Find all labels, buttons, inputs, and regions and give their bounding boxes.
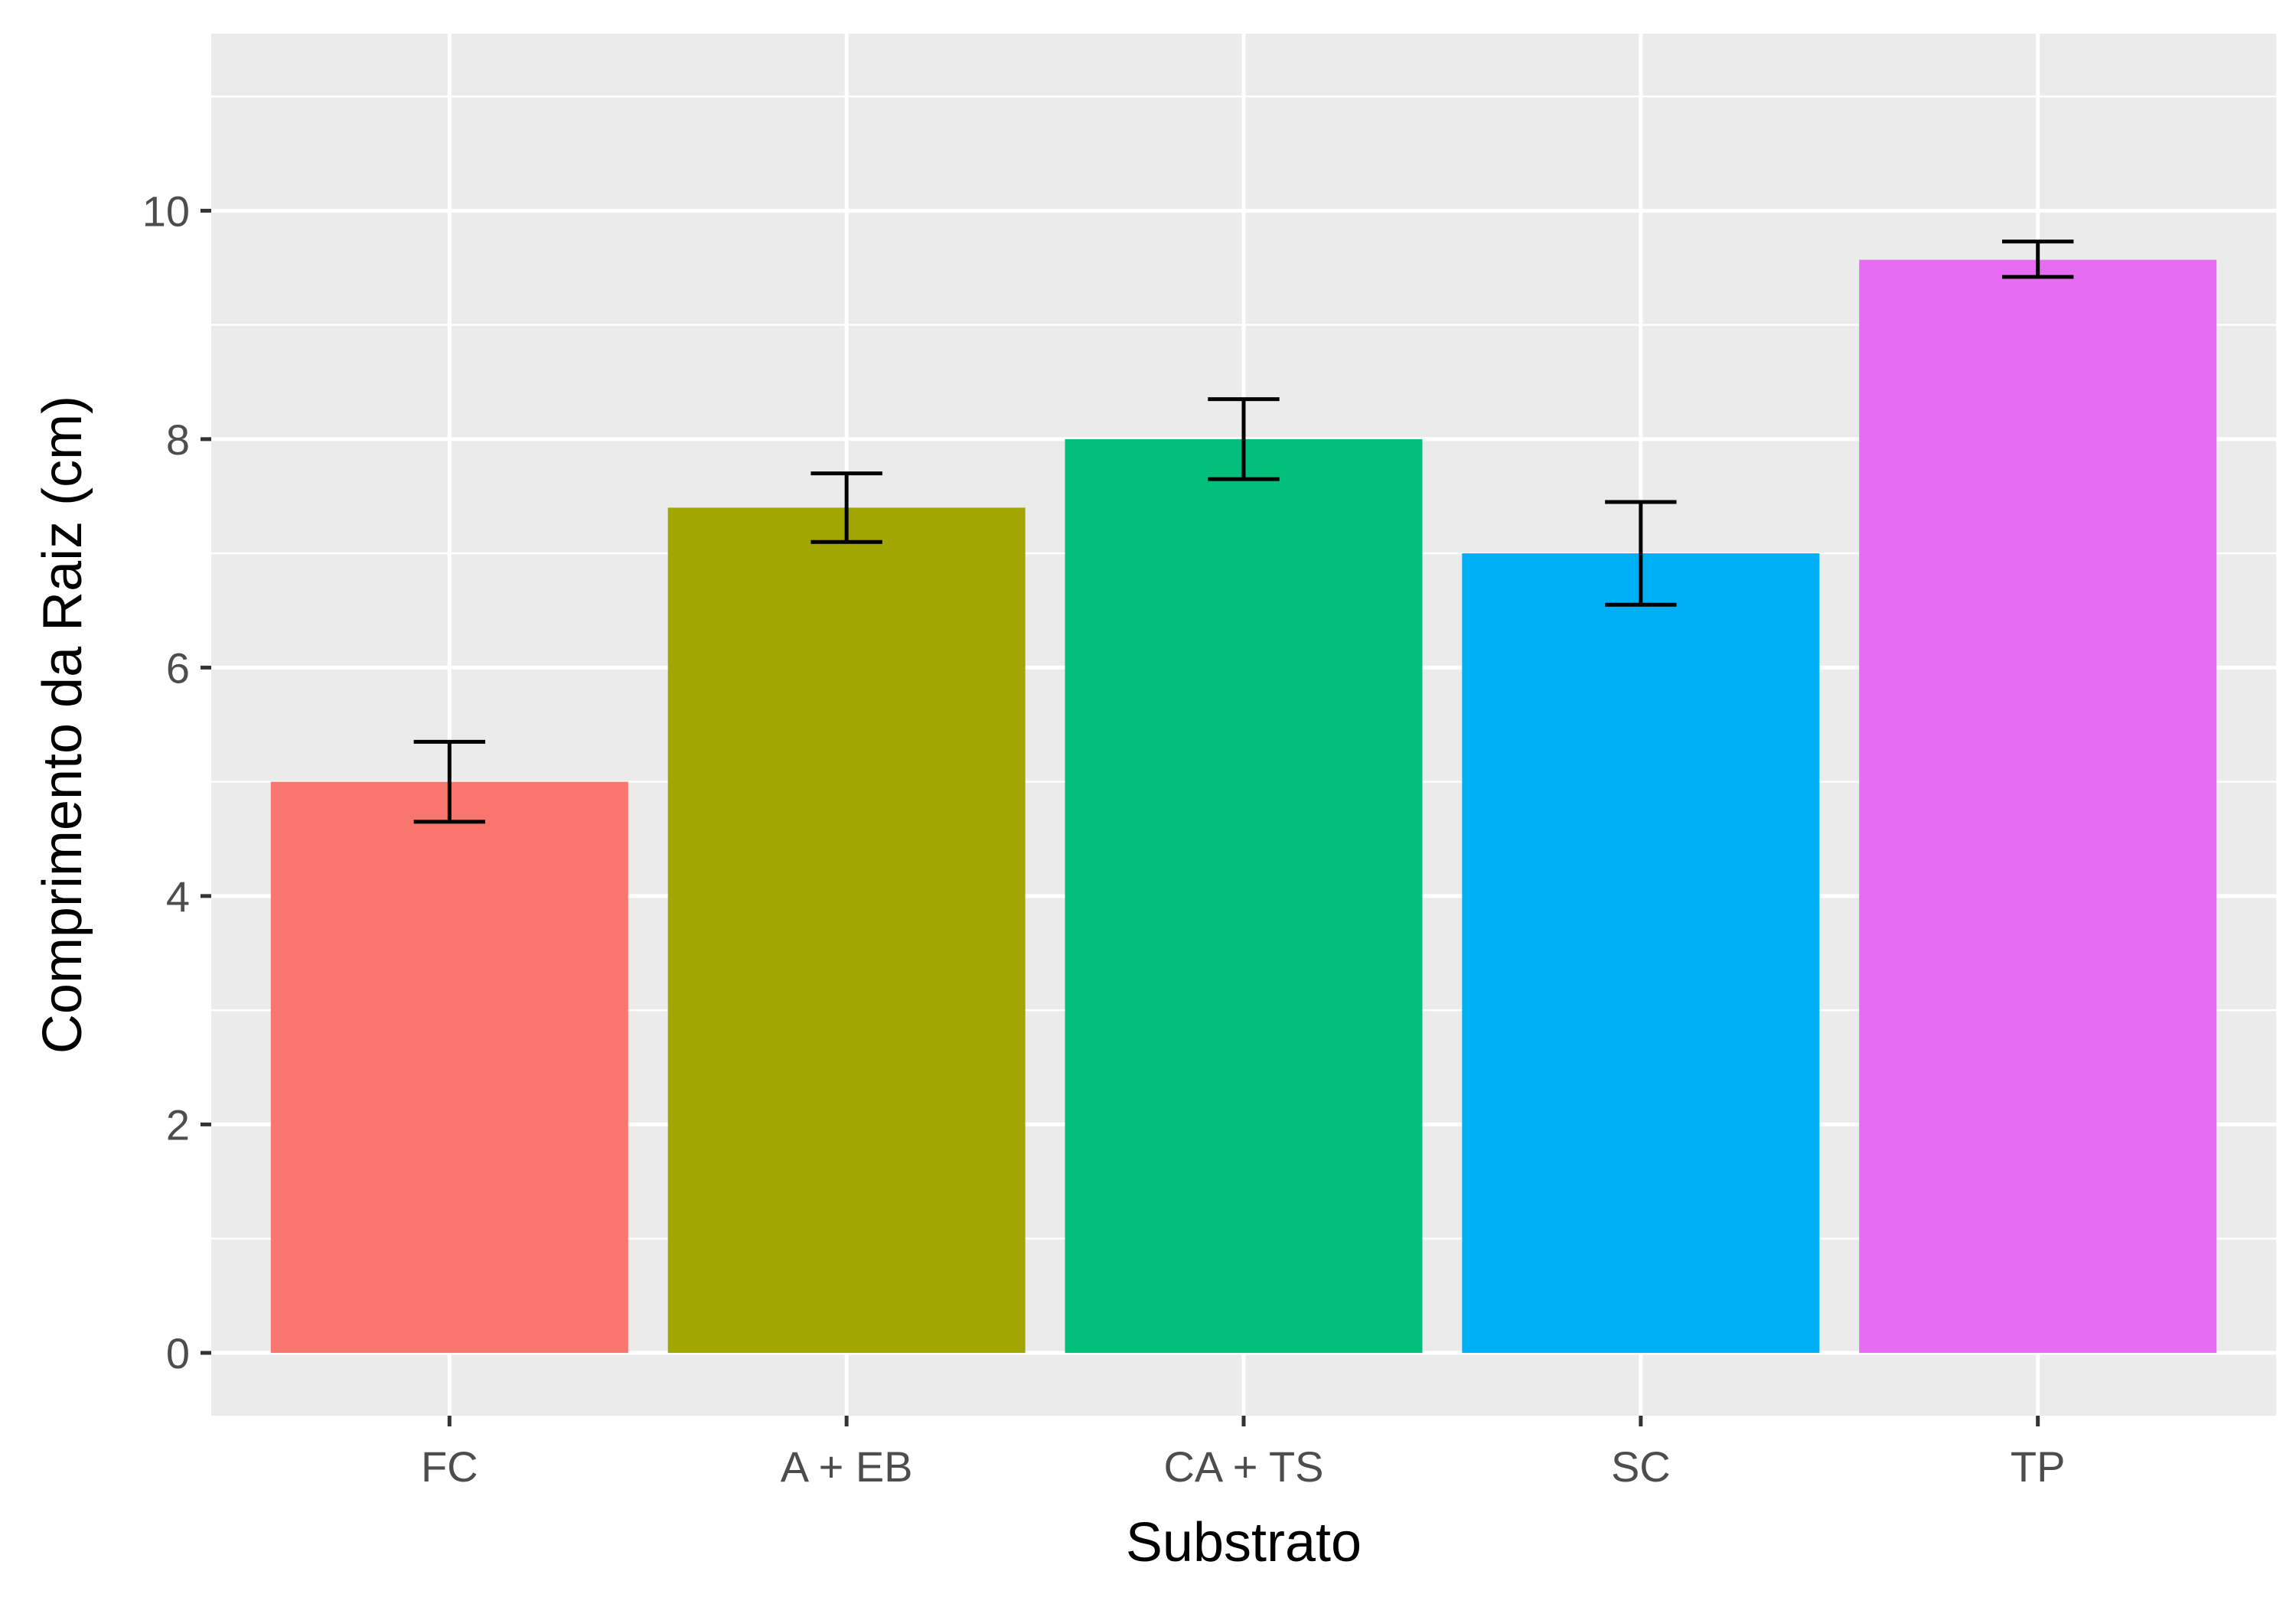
bar (1859, 259, 2217, 1353)
x-tick-label: TP (2011, 1442, 2066, 1491)
x-tick-label: SC (1611, 1442, 1671, 1491)
y-axis: 0 2 4 6 8 10 (142, 187, 211, 1377)
bar (1462, 553, 1820, 1353)
x-axis-title: Substrato (1126, 1512, 1362, 1573)
y-tick-label: 2 (166, 1100, 190, 1149)
y-tick-label: 4 (166, 872, 190, 921)
y-tick-label: 8 (166, 416, 190, 464)
error-bar (810, 471, 882, 544)
error-bars (413, 240, 2074, 824)
bar (1065, 438, 1423, 1353)
error-bar (1208, 397, 1280, 481)
x-axis: FC A + EB CA + TS SC TP (421, 1416, 2065, 1491)
bars (270, 259, 2217, 1353)
y-tick-label: 6 (166, 644, 190, 692)
x-tick-label: A + EB (781, 1442, 913, 1491)
error-bar (413, 739, 486, 824)
y-tick-label: 10 (142, 187, 190, 235)
y-tick-label: 0 (166, 1329, 190, 1377)
y-axis-title: Comprimento da Raiz (cm) (32, 396, 93, 1054)
bar (270, 781, 628, 1353)
error-bar (1605, 500, 1677, 607)
x-tick-label: CA + TS (1163, 1442, 1323, 1491)
x-tick-label: FC (421, 1442, 478, 1491)
bar (667, 507, 1026, 1353)
error-bar (2001, 240, 2074, 279)
